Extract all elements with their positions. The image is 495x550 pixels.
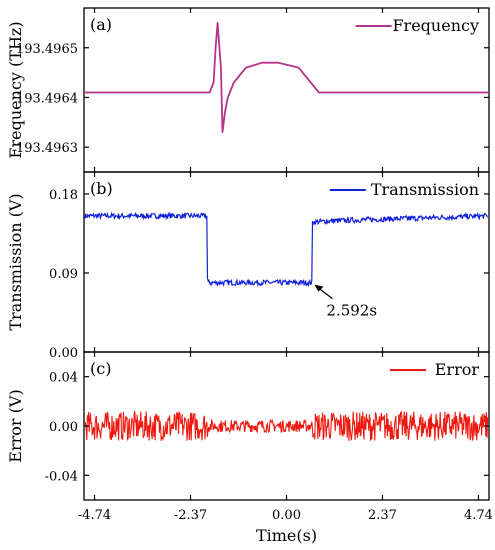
y-tick-label: 193.4964 [16, 91, 78, 106]
y-tick-label: 0.00 [49, 346, 78, 361]
y-axis-label: Transmission (V) [6, 193, 25, 330]
panel-label: (b) [90, 179, 113, 198]
panel-b: 0.00 0.09 0.18 Transmission (V) (b) Transmiss… [6, 171, 490, 361]
x-tick-label: 2.37 [368, 508, 397, 523]
y-tick-label: 0.18 [49, 188, 78, 203]
y-tick-label: 193.4965 [16, 42, 78, 57]
x-axis-label: Time(s) [256, 526, 317, 545]
x-tick-label: 0.00 [272, 508, 301, 523]
plot-frame [83, 171, 490, 353]
annotation-label: 2.592s [326, 302, 377, 320]
panel-c: -0.04 0.00 0.04 Error (V) (c) Error [6, 351, 490, 501]
x-tick-label: -4.74 [78, 508, 111, 523]
legend-label: Transmission [371, 180, 479, 199]
legend-label: Frequency [392, 16, 479, 35]
y-tick-label: 193.4963 [16, 141, 78, 156]
y-tick-label: 0.09 [49, 267, 78, 282]
panel-label: (a) [90, 15, 112, 34]
series-line-frequency [84, 22, 489, 134]
annotation-arrowhead [314, 284, 324, 292]
y-tick-label: 0.04 [49, 371, 78, 386]
y-tick-label: 0.00 [49, 420, 78, 435]
y-axis-label: Frequency (THz) [6, 21, 25, 158]
x-tick-label: 4.74 [464, 508, 493, 523]
x-axis: -4.74 -2.37 0.00 2.37 4.74 Time(s) [78, 508, 493, 545]
legend-label: Error [435, 360, 480, 379]
y-tick-label: -0.04 [45, 469, 78, 484]
panel-label: (c) [90, 359, 111, 378]
series-line-transmission [84, 211, 489, 288]
x-tick-label: -2.37 [174, 508, 207, 523]
series-line-error [84, 410, 489, 441]
y-axis-label: Error (V) [6, 389, 25, 462]
